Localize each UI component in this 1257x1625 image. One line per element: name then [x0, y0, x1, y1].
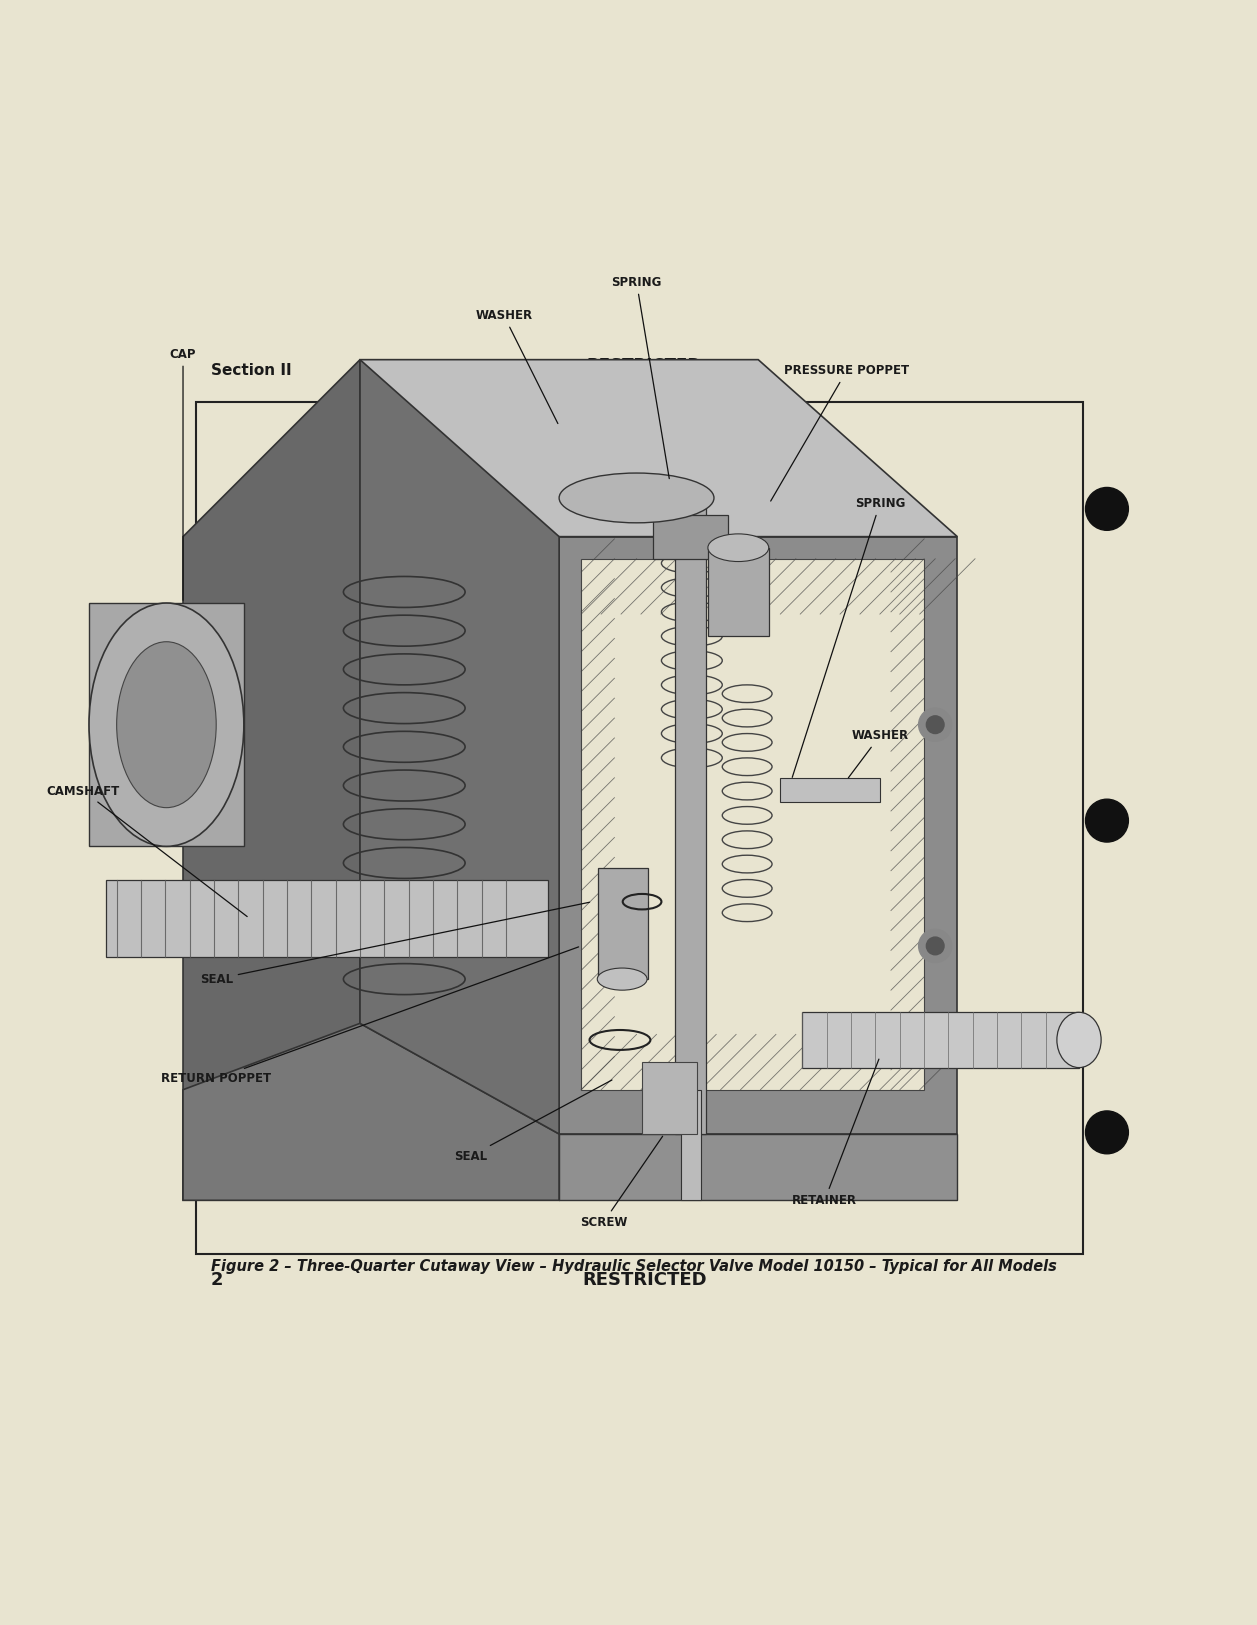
Bar [675, 492, 706, 1134]
Text: Section II: Section II [211, 362, 292, 379]
Text: Figure 2 – Three-Quarter Cutaway View – Hydraulic Selector Valve Model 10150 – T: Figure 2 – Three-Quarter Cutaway View – … [211, 1259, 1057, 1274]
Text: SCREW: SCREW [579, 1136, 662, 1228]
Text: SPRING: SPRING [611, 276, 669, 479]
Polygon shape [559, 536, 958, 1134]
Circle shape [919, 929, 952, 962]
Text: WASHER: WASHER [848, 730, 909, 778]
Circle shape [1086, 1112, 1129, 1154]
Text: WASHER: WASHER [475, 309, 558, 424]
Polygon shape [184, 1024, 559, 1201]
Polygon shape [184, 1024, 958, 1201]
Text: RESTRICTED: RESTRICTED [587, 356, 701, 375]
Circle shape [1086, 800, 1129, 842]
Bar [802, 1012, 1079, 1068]
Bar [106, 879, 548, 957]
Ellipse shape [597, 968, 647, 990]
Ellipse shape [117, 642, 216, 808]
Polygon shape [360, 359, 958, 536]
Circle shape [926, 938, 944, 955]
Text: RETAINER: RETAINER [792, 1060, 879, 1207]
Text: CAP: CAP [170, 348, 196, 600]
Bar [781, 778, 880, 803]
Bar [709, 548, 769, 637]
Bar [89, 603, 244, 847]
Text: SEAL: SEAL [200, 902, 590, 986]
Text: CAMSHAFT: CAMSHAFT [47, 785, 248, 916]
Ellipse shape [89, 603, 244, 847]
Bar [196, 401, 1082, 1254]
Ellipse shape [1057, 1012, 1101, 1068]
Polygon shape [581, 559, 924, 1090]
Polygon shape [360, 359, 559, 1134]
Circle shape [1086, 488, 1129, 530]
Text: 2: 2 [211, 1271, 224, 1289]
Text: RETURN POPPET: RETURN POPPET [161, 947, 578, 1086]
Text: PRESSURE POPPET: PRESSURE POPPET [771, 364, 909, 500]
Bar [642, 1063, 698, 1134]
Bar [598, 868, 647, 980]
Text: RESTRICTED: RESTRICTED [582, 1271, 706, 1289]
Text: AN 03-30-110: AN 03-30-110 [581, 366, 708, 385]
Bar [654, 515, 728, 559]
Ellipse shape [708, 535, 769, 562]
Ellipse shape [559, 473, 714, 523]
Polygon shape [184, 359, 360, 1201]
Circle shape [919, 708, 952, 741]
Bar [681, 1090, 700, 1201]
Circle shape [926, 717, 944, 733]
Text: SEAL: SEAL [454, 1081, 612, 1162]
Polygon shape [559, 1134, 958, 1201]
Text: SPRING: SPRING [792, 497, 905, 777]
